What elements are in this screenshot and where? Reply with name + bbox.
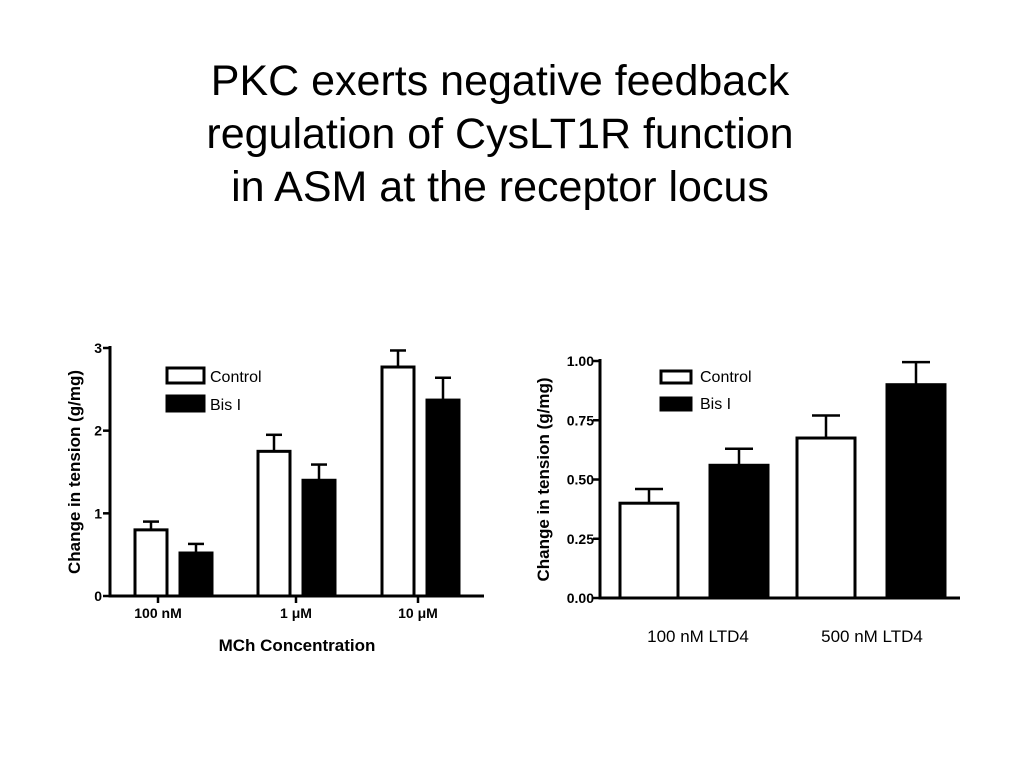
y-tick-label: 2 — [94, 423, 102, 439]
title-line-2: regulation of CysLT1R function — [206, 110, 794, 158]
y-tick-label: 0 — [94, 588, 102, 604]
y-tick-label: 3 — [94, 340, 102, 356]
title-line-1: PKC exerts negative feedback — [210, 57, 790, 105]
legend-label-control: Control — [210, 369, 262, 386]
bar-control — [380, 365, 416, 598]
y-axis-label: Change in tension (g/mg) — [65, 370, 84, 574]
legend-label-bis-i: Bis I — [210, 397, 241, 414]
title-line-3: in ASM at the receptor locus — [231, 163, 769, 211]
bar-bis-i — [178, 551, 214, 598]
y-tick-label: 1 — [94, 505, 102, 521]
bar-control — [133, 528, 169, 598]
x-tick-label: 100 nM — [134, 605, 181, 621]
x-axis-label: MCh Concentration — [219, 636, 376, 655]
bar-bis-i — [301, 478, 337, 598]
slide-title: PKC exerts negative feedback regulation … — [150, 55, 850, 214]
legend-swatch-bis-i — [165, 394, 206, 413]
legend-swatch-control — [165, 366, 206, 385]
x-tick-label: 1 μM — [280, 605, 312, 621]
x-tick-label: 10 μM — [398, 605, 438, 621]
bar-control — [256, 449, 292, 598]
bar-bis-i — [425, 398, 461, 598]
